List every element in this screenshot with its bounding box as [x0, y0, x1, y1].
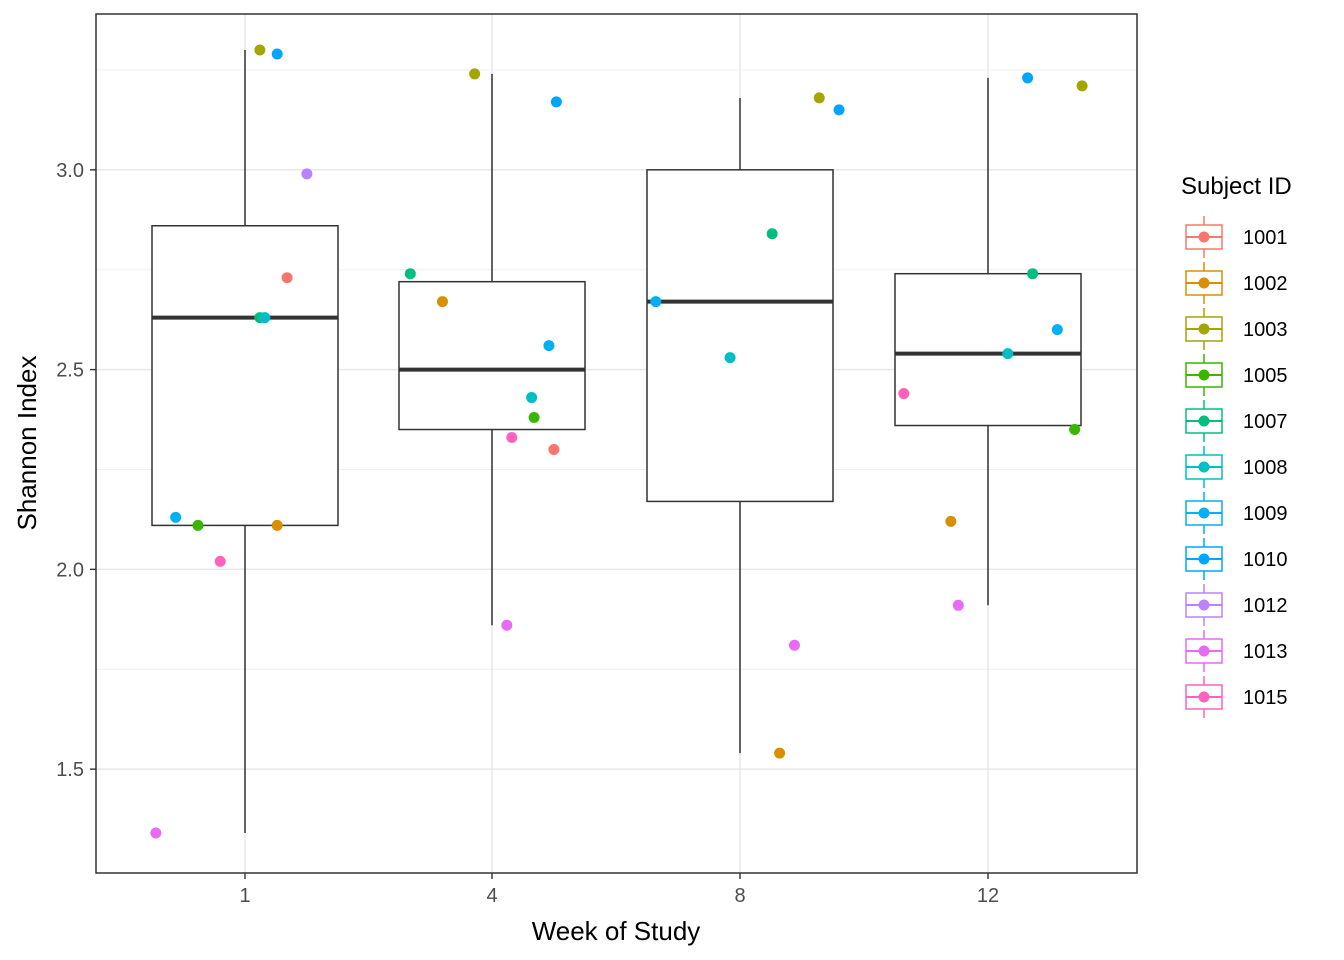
legend: Subject ID 10011002100310051007100810091… — [1181, 173, 1292, 718]
legend-item-1005: 1005 — [1185, 354, 1288, 396]
legend-label: 1005 — [1243, 365, 1288, 387]
box-iqr — [151, 225, 339, 527]
point-subject-1008 — [526, 392, 538, 404]
box-week-12 — [894, 77, 1082, 606]
legend-item-1007: 1007 — [1185, 400, 1288, 442]
legend-item-1001: 1001 — [1185, 216, 1288, 258]
box-iqr — [398, 280, 586, 431]
point-subject-1013 — [788, 639, 800, 651]
legend-label: 1008 — [1243, 457, 1288, 479]
point-subject-1003 — [813, 92, 825, 104]
point-subject-1003 — [469, 68, 481, 80]
box-week-1 — [151, 49, 339, 834]
x-tick-label: 8 — [734, 885, 745, 907]
x-axis: 1 4 8 12 — [239, 873, 999, 907]
legend-key-point — [1198, 645, 1210, 657]
point-subject-1005 — [192, 519, 204, 531]
point-subject-1013 — [952, 599, 964, 611]
y-tick-label: 2.0 — [56, 559, 84, 581]
legend-label: 1012 — [1243, 595, 1288, 617]
point-subject-1015 — [506, 432, 518, 444]
legend-item-1010: 1010 — [1185, 538, 1288, 580]
x-tick-label: 1 — [239, 885, 250, 907]
legend-item-1008: 1008 — [1185, 446, 1288, 488]
legend-label: 1010 — [1243, 549, 1288, 571]
legend-key-point — [1198, 691, 1210, 703]
point-subject-1008 — [724, 352, 736, 364]
point-subject-1009 — [650, 296, 662, 308]
legend-key-point — [1198, 277, 1210, 289]
box-week-4 — [398, 73, 586, 626]
point-subject-1002 — [436, 296, 448, 308]
legend-item-1015: 1015 — [1185, 676, 1288, 718]
legend-key-point — [1198, 507, 1210, 519]
legend-key-point — [1198, 231, 1210, 243]
legend-key-point — [1198, 553, 1210, 565]
point-subject-1001 — [548, 443, 560, 455]
point-subject-1012 — [301, 168, 313, 180]
point-subject-1007 — [1027, 268, 1039, 280]
legend-key-point — [1198, 461, 1210, 473]
box-iqr — [894, 272, 1082, 427]
x-tick-label: 12 — [977, 885, 999, 907]
y-tick-label: 3.0 — [56, 160, 84, 182]
point-subject-1013 — [150, 827, 162, 839]
y-tick-label: 2.5 — [56, 360, 84, 382]
boxplot-boxes — [151, 49, 1082, 834]
legend-key-point — [1198, 323, 1210, 335]
legend-label: 1001 — [1243, 227, 1288, 249]
point-subject-1005 — [528, 412, 540, 424]
point-subject-1015 — [898, 388, 910, 400]
y-tick-label: 1.5 — [56, 759, 84, 781]
point-subject-1009 — [1051, 324, 1063, 336]
point-subject-1015 — [214, 555, 226, 567]
point-subject-1010 — [271, 48, 283, 60]
legend-item-1002: 1002 — [1185, 262, 1288, 304]
point-subject-1008 — [259, 312, 271, 324]
point-subject-1002 — [945, 515, 957, 527]
legend-label: 1009 — [1243, 503, 1288, 525]
legend-key-point — [1198, 369, 1210, 381]
point-subject-1005 — [1069, 424, 1081, 436]
legend-item-1003: 1003 — [1185, 308, 1288, 350]
legend-item-1013: 1013 — [1185, 630, 1288, 672]
legend-label: 1015 — [1243, 687, 1288, 709]
point-subject-1007 — [766, 228, 778, 240]
legend-label: 1013 — [1243, 641, 1288, 663]
legend-key-point — [1198, 599, 1210, 611]
legend-key-point — [1198, 415, 1210, 427]
legend-label: 1002 — [1243, 273, 1288, 295]
point-subject-1010 — [1022, 72, 1034, 84]
point-subject-1002 — [271, 519, 283, 531]
legend-label: 1007 — [1243, 411, 1288, 433]
point-subject-1010 — [833, 104, 845, 116]
point-subject-1009 — [170, 511, 182, 523]
box-iqr — [646, 169, 834, 503]
x-tick-label: 4 — [486, 885, 497, 907]
panel-border — [95, 13, 1138, 874]
legend-item-1009: 1009 — [1185, 492, 1288, 534]
point-subject-1013 — [501, 619, 513, 631]
legend-label: 1003 — [1243, 319, 1288, 341]
y-axis: 1.5 2.0 2.5 3.0 — [56, 160, 96, 781]
point-subject-1008 — [1002, 348, 1014, 360]
x-axis-title: Week of Study — [532, 916, 701, 946]
y-axis-title: Shannon Index — [12, 356, 42, 531]
legend-item-1012: 1012 — [1185, 584, 1288, 626]
point-subject-1001 — [281, 272, 293, 284]
point-subject-1002 — [774, 747, 786, 759]
legend-title: Subject ID — [1181, 173, 1292, 200]
point-subject-1010 — [550, 96, 562, 108]
point-subject-1003 — [254, 44, 266, 56]
box-week-8 — [646, 97, 834, 754]
point-subject-1003 — [1076, 80, 1088, 92]
legend-items: 1001 1002 1003 1005 1007 1008 1009 1010 1012 1013… — [1185, 216, 1288, 718]
point-subject-1009 — [543, 340, 555, 352]
point-subject-1007 — [404, 268, 416, 280]
data-points — [150, 44, 1088, 839]
